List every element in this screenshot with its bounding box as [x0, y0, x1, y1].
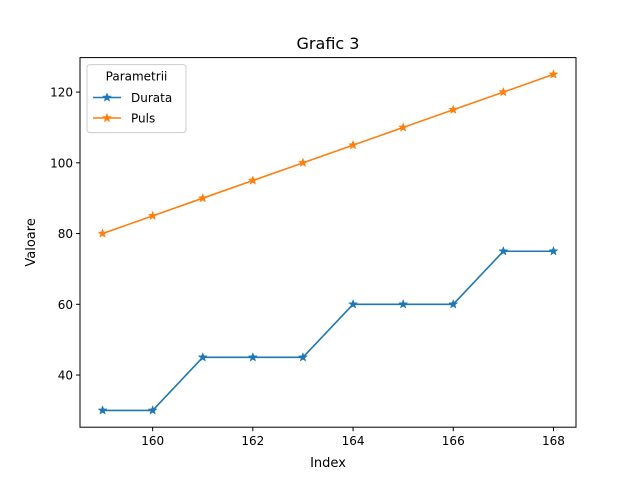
x-tick-label: 166 [442, 434, 465, 448]
data-point-durata [197, 352, 208, 362]
y-tick-label: 100 [50, 156, 73, 170]
y-tick-label: 60 [58, 298, 73, 312]
plot-frame [79, 57, 577, 428]
data-point-puls [247, 175, 258, 185]
data-point-puls [498, 86, 509, 97]
legend-marker-puls [101, 112, 113, 123]
data-point-durata [398, 298, 409, 309]
legend-marker-durata [101, 92, 113, 102]
x-axis-label: Index [310, 456, 346, 471]
data-point-durata [348, 298, 359, 309]
data-point-durata [448, 298, 459, 309]
data-point-durata [548, 245, 559, 256]
data-point-puls [448, 104, 459, 115]
data-point-durata [498, 245, 509, 256]
legend-box [86, 64, 187, 134]
data-point-puls [297, 157, 308, 168]
data-point-puls [398, 122, 409, 132]
data-point-durata [147, 405, 158, 415]
x-tick-label: 162 [241, 434, 264, 448]
x-tick-label: 164 [342, 434, 365, 448]
legend-label-durata: Durata [131, 91, 172, 105]
series-layer [97, 69, 559, 415]
legend: Parametrii Durata Puls [86, 64, 187, 134]
data-point-durata [297, 352, 308, 362]
data-point-puls [147, 210, 158, 221]
y-axis-label: Valoare [24, 218, 39, 266]
legend-label-puls: Puls [131, 112, 155, 126]
series-line-puls [102, 73, 554, 235]
legend-title: Parametrii [106, 70, 168, 84]
chart-title: Grafic 3 [297, 34, 360, 53]
series-puls [97, 69, 559, 238]
x-axis-ticks: 160 162 164 166 168 [141, 427, 565, 448]
x-tick-label: 168 [542, 434, 565, 448]
y-tick-label: 40 [58, 369, 73, 383]
y-tick-label: 120 [50, 86, 73, 100]
y-axis-ticks: 40 60 80 100 120 [50, 86, 80, 383]
data-point-puls [348, 139, 359, 150]
x-tick-label: 160 [141, 434, 164, 448]
legend-entries: Durata Puls [93, 91, 172, 126]
data-point-puls [97, 228, 108, 238]
data-point-puls [548, 69, 559, 79]
series-line-durata [102, 250, 554, 412]
y-tick-label: 80 [58, 227, 73, 241]
series-durata [97, 245, 559, 415]
data-point-durata [247, 352, 258, 362]
data-point-puls [197, 192, 208, 203]
data-point-durata [97, 405, 108, 415]
